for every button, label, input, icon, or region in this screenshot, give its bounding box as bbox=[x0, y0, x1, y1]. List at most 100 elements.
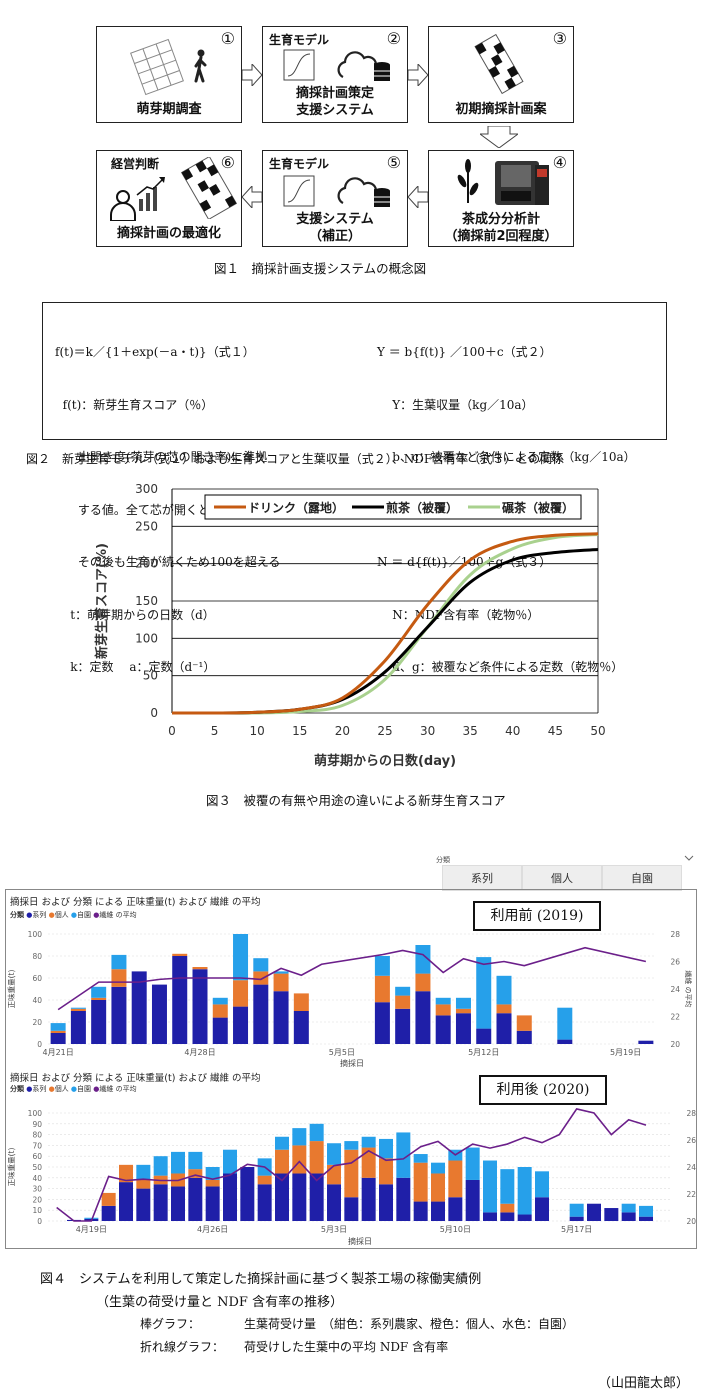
bar-segment bbox=[119, 1164, 133, 1183]
y-tick-label: 30 bbox=[32, 1185, 42, 1194]
step-6-label: 摘採計画の最適化 bbox=[116, 226, 221, 241]
bar-segment bbox=[639, 1216, 653, 1221]
bar-segment bbox=[205, 1186, 220, 1221]
y-tick-label: 80 bbox=[32, 952, 42, 961]
panel-1-legend: 分類 ●系列 ●個人 ●自園 ●繊維 の平均 bbox=[10, 911, 137, 919]
y2-axis-label: 繊維 の平均 bbox=[684, 970, 693, 1007]
bar-segment bbox=[448, 1160, 463, 1198]
bar-segment bbox=[70, 1011, 86, 1044]
bar-segment bbox=[496, 1004, 512, 1014]
step-4-label: 茶成分分析計 （摘採前2回程度） bbox=[444, 212, 558, 244]
panel-2-chart: 01020304050607080901002022242628正味重量(t)繊… bbox=[6, 1108, 696, 1246]
bar-segment bbox=[435, 1004, 451, 1016]
legend-label: ドリンク（露地） bbox=[248, 500, 344, 515]
x-tick-label: 5月12日 bbox=[468, 1048, 499, 1057]
fiber-line bbox=[57, 946, 647, 1011]
y-tick-label: 80 bbox=[32, 1131, 42, 1140]
bar-segment bbox=[111, 954, 127, 970]
growth-model-tag: 生育モデル bbox=[269, 33, 330, 47]
bar-segment bbox=[84, 1217, 99, 1219]
legend-fiber: 繊維 の平均 bbox=[99, 911, 137, 919]
bar-segment bbox=[188, 1151, 203, 1170]
bar-segment bbox=[379, 1138, 393, 1159]
author: （山田龍太郎） bbox=[598, 1376, 690, 1391]
step-3-number: ③ bbox=[552, 29, 567, 48]
x-tick-label: 5月19日 bbox=[610, 1048, 641, 1057]
y-axis-label: 正味重量(t) bbox=[6, 1148, 16, 1187]
x-tick-label: 0 bbox=[168, 724, 176, 738]
bar-segment bbox=[273, 971, 289, 974]
y-tick-label: 40 bbox=[32, 996, 42, 1005]
bar-segment bbox=[172, 956, 188, 1044]
step-3-initial-plan: ③ 初期摘採計画案 bbox=[428, 26, 574, 123]
y2-tick-label: 22 bbox=[670, 1013, 680, 1022]
slicer-button-kojin[interactable]: 個人 bbox=[522, 865, 602, 891]
panel-1-title: 摘採日 および 分類 による 正味重量(t) および 繊維 の平均 bbox=[10, 897, 261, 908]
bar-segment bbox=[233, 1006, 249, 1044]
formula-line: f(t)＝k／{1＋exp(－a・t)}（式１） bbox=[55, 345, 255, 359]
bar-segment bbox=[415, 945, 431, 974]
legend-prefix: 分類 bbox=[10, 1085, 24, 1093]
chevron-down-icon[interactable] bbox=[684, 854, 694, 862]
bar-segment bbox=[188, 1169, 203, 1178]
bar-segment bbox=[374, 975, 390, 1003]
bar-segment bbox=[476, 957, 492, 1029]
x-tick-label: 50 bbox=[590, 724, 605, 738]
bar-segment bbox=[233, 980, 249, 1007]
bar-segment bbox=[500, 1169, 515, 1204]
bar-segment bbox=[212, 997, 228, 1005]
bar-segment bbox=[557, 1007, 573, 1040]
bar-segment bbox=[151, 984, 167, 1044]
y-axis-label: 正味重量(t) bbox=[6, 970, 16, 1009]
bar-segment bbox=[483, 1212, 497, 1221]
bar-segment bbox=[639, 1205, 653, 1217]
figure-3-caption: 図３ 被覆の有無や用途の違いによる新芽生育スコア bbox=[206, 793, 506, 808]
bar-segment bbox=[91, 997, 107, 1000]
bar-segment bbox=[253, 984, 269, 1044]
bar-segment bbox=[587, 1203, 601, 1221]
bar-segment bbox=[253, 958, 269, 972]
bar-segment bbox=[621, 1212, 636, 1221]
legend-fiber: 繊維 の平均 bbox=[99, 1085, 137, 1093]
y2-tick-label: 28 bbox=[670, 930, 680, 939]
field-map-icon bbox=[130, 38, 184, 96]
management-decision-tag: 経営判断 bbox=[111, 157, 160, 171]
bar-segment bbox=[395, 1008, 411, 1044]
bar-segment bbox=[327, 1143, 341, 1165]
panel-1-chart: 0 20 40 60 80 100 20 22 24 26 28 正味重量(t) 繊維 の平均 4月21日… bbox=[6, 930, 693, 1068]
slicer-button-jien[interactable]: 自園 bbox=[602, 865, 682, 891]
x-axis-label: 摘採日 bbox=[348, 1236, 372, 1246]
arrow-left-icon bbox=[408, 186, 428, 208]
slicer-button-keiretsu[interactable]: 系列 bbox=[442, 865, 522, 891]
bar-note-label: 棒グラフ： bbox=[140, 1317, 201, 1331]
series-line bbox=[171, 532, 599, 715]
bar-segment bbox=[119, 1182, 133, 1221]
bar-segment bbox=[273, 991, 289, 1044]
y-axis-label: 新芽生育スコア(%) bbox=[94, 543, 110, 659]
bar-segment bbox=[309, 1173, 324, 1221]
bar-segment bbox=[374, 1002, 390, 1044]
y2-tick-label: 22 bbox=[686, 1190, 696, 1199]
bar-segment bbox=[292, 1128, 307, 1146]
y2-tick-label: 24 bbox=[670, 985, 680, 994]
formula-line: Y ＝ b{f(t)} ／100＋c（式２） bbox=[377, 345, 552, 359]
bar-segment bbox=[192, 969, 208, 1044]
bar-segment bbox=[604, 1208, 619, 1221]
walking-person-icon bbox=[194, 49, 207, 83]
bar-segment bbox=[50, 1023, 66, 1031]
arrow-right-icon bbox=[242, 64, 262, 86]
bar-segment bbox=[205, 1167, 220, 1180]
analyzer-device-icon bbox=[495, 161, 549, 205]
bar-segment bbox=[136, 1188, 151, 1221]
bar-segment bbox=[344, 1197, 359, 1221]
arrow-left-icon bbox=[242, 186, 262, 208]
bar-segment bbox=[273, 973, 289, 992]
step-5-label: 支援システム （補正） bbox=[296, 212, 374, 244]
bar-segment bbox=[91, 1000, 107, 1044]
x-axis-label: 摘採日 bbox=[340, 1058, 364, 1068]
bar-segment bbox=[292, 1173, 307, 1221]
cloud-database-icon bbox=[337, 51, 390, 81]
bar-segment bbox=[415, 991, 431, 1044]
fiber-line bbox=[56, 1108, 647, 1222]
bar-segment bbox=[293, 993, 309, 1011]
